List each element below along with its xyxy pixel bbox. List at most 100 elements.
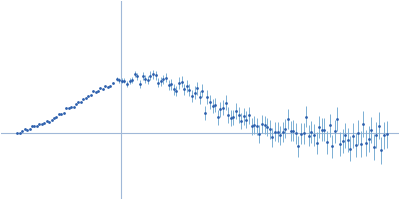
Point xyxy=(358,142,364,146)
Point xyxy=(254,125,260,128)
Point xyxy=(88,94,94,97)
Point xyxy=(102,85,108,88)
Point xyxy=(150,73,156,76)
Point xyxy=(202,112,208,115)
Point xyxy=(236,114,242,117)
Point xyxy=(264,125,270,129)
Point xyxy=(90,90,96,93)
Point xyxy=(316,125,322,128)
Point xyxy=(321,128,328,131)
Point xyxy=(92,90,99,93)
Point xyxy=(29,125,35,128)
Point xyxy=(80,97,86,100)
Point xyxy=(66,107,72,110)
Point xyxy=(142,77,148,81)
Point xyxy=(147,74,154,77)
Point xyxy=(344,139,351,142)
Point xyxy=(34,125,40,128)
Point xyxy=(363,141,369,145)
Point xyxy=(160,78,166,81)
Point xyxy=(280,130,286,133)
Point xyxy=(184,84,190,87)
Point xyxy=(186,88,192,92)
Point xyxy=(97,87,104,90)
Point xyxy=(144,79,151,82)
Point xyxy=(332,130,338,133)
Point xyxy=(121,79,128,82)
Point xyxy=(210,104,216,107)
Point xyxy=(324,141,330,144)
Point xyxy=(313,142,320,145)
Point xyxy=(277,134,284,137)
Point xyxy=(152,74,159,77)
Point xyxy=(124,83,130,86)
Point xyxy=(272,130,278,133)
Point xyxy=(176,81,182,85)
Point xyxy=(104,86,111,89)
Point xyxy=(318,128,325,131)
Point xyxy=(339,139,346,142)
Point xyxy=(217,108,224,111)
Point xyxy=(82,96,89,100)
Point xyxy=(269,136,276,139)
Point xyxy=(107,84,113,87)
Point xyxy=(233,109,239,112)
Point xyxy=(36,123,42,126)
Point xyxy=(165,83,172,86)
Point xyxy=(137,82,143,86)
Point xyxy=(384,133,390,136)
Point xyxy=(215,116,221,119)
Point xyxy=(238,120,244,123)
Point xyxy=(360,122,366,125)
Point xyxy=(274,130,281,133)
Point xyxy=(326,124,333,127)
Point xyxy=(129,78,135,81)
Point xyxy=(134,75,140,78)
Point xyxy=(75,100,82,103)
Point xyxy=(222,101,229,104)
Point xyxy=(306,134,312,137)
Point xyxy=(63,107,69,110)
Point xyxy=(48,119,55,122)
Point xyxy=(285,117,291,121)
Point xyxy=(251,123,258,127)
Point xyxy=(126,79,133,83)
Point xyxy=(189,95,195,98)
Point xyxy=(292,132,299,135)
Point xyxy=(100,87,106,91)
Point xyxy=(370,145,377,149)
Point xyxy=(303,115,309,118)
Point xyxy=(228,116,234,120)
Point xyxy=(352,143,359,147)
Point xyxy=(207,101,213,104)
Point xyxy=(158,80,164,83)
Point xyxy=(262,123,268,126)
Point xyxy=(163,76,169,79)
Point xyxy=(290,129,296,132)
Point xyxy=(298,132,304,135)
Point xyxy=(282,127,289,130)
Point xyxy=(300,132,307,135)
Point xyxy=(78,100,84,103)
Point xyxy=(199,89,206,92)
Point xyxy=(204,96,211,99)
Point xyxy=(24,129,30,132)
Point xyxy=(132,72,138,76)
Point xyxy=(31,125,38,128)
Point xyxy=(347,147,354,150)
Point xyxy=(68,105,74,108)
Point xyxy=(311,133,317,137)
Point xyxy=(194,87,200,90)
Point xyxy=(378,149,385,152)
Point xyxy=(230,116,237,119)
Point xyxy=(53,115,60,118)
Point xyxy=(110,82,116,85)
Point xyxy=(196,96,203,99)
Point xyxy=(38,122,45,126)
Point xyxy=(60,111,67,114)
Point xyxy=(368,128,374,131)
Point xyxy=(329,145,335,148)
Point xyxy=(168,83,174,86)
Point xyxy=(58,112,64,115)
Point xyxy=(85,95,91,98)
